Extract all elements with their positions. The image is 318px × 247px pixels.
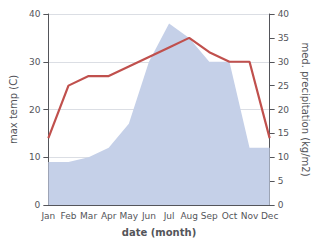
svg-text:Sep: Sep	[201, 211, 218, 221]
svg-text:35: 35	[278, 33, 289, 43]
svg-text:20: 20	[278, 105, 290, 115]
svg-text:Apr: Apr	[101, 211, 117, 221]
svg-text:15: 15	[278, 128, 289, 138]
svg-text:Jul: Jul	[163, 211, 175, 221]
svg-text:Aug: Aug	[180, 211, 198, 221]
svg-text:20: 20	[29, 105, 41, 115]
svg-text:5: 5	[278, 176, 284, 186]
svg-text:40: 40	[278, 9, 290, 19]
svg-text:Nov: Nov	[241, 211, 259, 221]
svg-text:10: 10	[29, 152, 41, 162]
svg-text:30: 30	[278, 57, 290, 67]
svg-text:10: 10	[278, 152, 290, 162]
svg-text:max temp (C): max temp (C)	[8, 75, 19, 144]
svg-text:Jan: Jan	[40, 211, 55, 221]
svg-text:Dec: Dec	[261, 211, 278, 221]
svg-text:30: 30	[29, 57, 41, 67]
svg-text:May: May	[120, 211, 139, 221]
svg-text:med. precipitation (kg/m2): med. precipitation (kg/m2)	[300, 42, 311, 176]
svg-text:Feb: Feb	[61, 211, 77, 221]
svg-text:0: 0	[278, 200, 284, 210]
svg-text:25: 25	[278, 81, 289, 91]
svg-text:date (month): date (month)	[122, 227, 196, 238]
svg-text:Jun: Jun	[141, 211, 156, 221]
svg-text:40: 40	[29, 9, 41, 19]
svg-text:Mar: Mar	[80, 211, 97, 221]
svg-text:0: 0	[35, 200, 41, 210]
svg-text:Oct: Oct	[222, 211, 238, 221]
